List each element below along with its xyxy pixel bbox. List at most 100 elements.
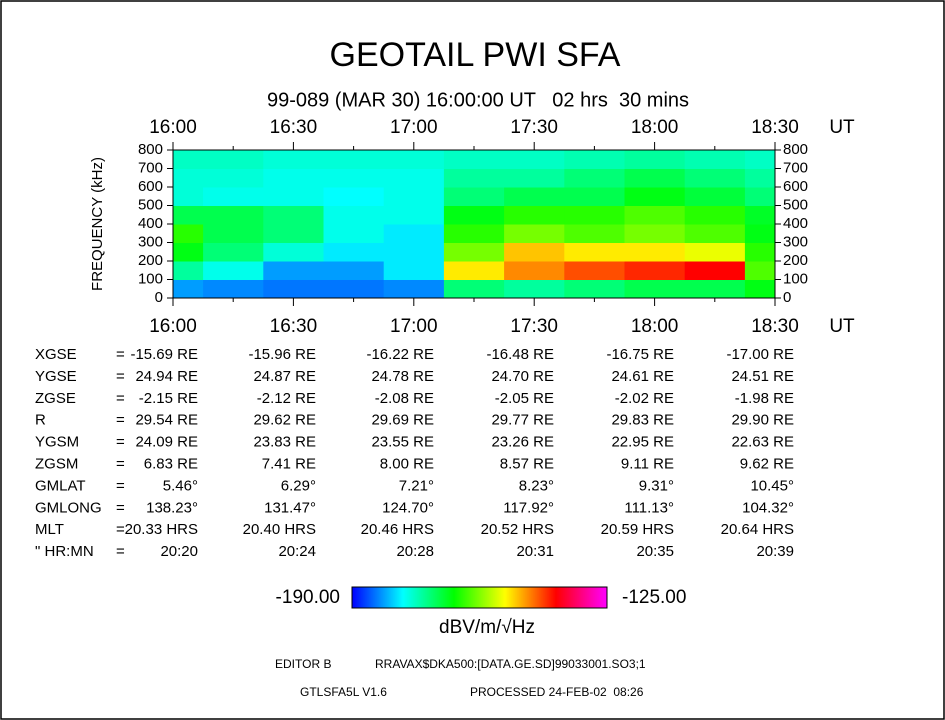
table-cell: 20:35 — [636, 543, 674, 560]
heatmap-cell — [744, 261, 776, 280]
heatmap-cell — [203, 261, 264, 280]
table-cell: 9.31° — [639, 477, 674, 494]
row-sep: = — [116, 368, 125, 385]
heatmap-cell — [443, 279, 505, 299]
y-tick-label: 700 — [138, 159, 163, 176]
table-cell: 20:20 — [160, 543, 198, 560]
heatmap-cell — [383, 205, 445, 225]
heatmap-cell — [684, 187, 746, 206]
heatmap-cell — [383, 279, 445, 299]
table-cell: 29.90 RE — [731, 412, 794, 429]
heatmap-cell — [263, 168, 324, 188]
heatmap-cell — [504, 187, 565, 206]
y-tick-label: 100 — [783, 270, 808, 287]
row-label: XGSE — [35, 346, 77, 363]
table-cell: 9.11 RE — [621, 455, 674, 472]
heatmap-cell — [383, 242, 445, 262]
heatmap-cell — [504, 261, 565, 280]
heatmap-cell — [203, 150, 264, 169]
table-cell: -2.05 RE — [495, 390, 554, 407]
heatmap-cell — [504, 242, 565, 262]
x-tick-label: 16:30 — [270, 117, 318, 138]
table-cell: 8.57 RE — [500, 455, 554, 472]
table-cell: 20.46 HRS — [361, 521, 434, 538]
x-tick-label: 18:00 — [631, 117, 679, 138]
row-sep: = — [116, 543, 125, 560]
table-cell: 23.83 RE — [253, 434, 316, 451]
y-tick-label: 600 — [138, 178, 163, 195]
row-label: ZGSM — [35, 455, 78, 472]
table-cell: -1.98 RE — [735, 390, 794, 407]
heatmap-cell — [263, 187, 324, 206]
table-cell: 111.13° — [624, 499, 674, 516]
heatmap-cell — [443, 168, 505, 188]
row-label: YGSE — [35, 368, 77, 385]
heatmap-cell — [624, 187, 686, 206]
table-cell: 24.61 RE — [611, 368, 674, 385]
y-tick-label: 200 — [138, 252, 163, 269]
heatmap-cell — [173, 261, 204, 280]
y-tick-label: 400 — [138, 215, 163, 232]
heatmap-cell — [203, 205, 264, 225]
heatmap-cell — [263, 242, 324, 262]
heatmap-cell — [564, 224, 625, 243]
heatmap-cell — [383, 261, 445, 280]
heatmap-cell — [684, 261, 746, 280]
colorbar-min: -190.00 — [276, 587, 340, 608]
table-cell: -16.48 RE — [486, 346, 554, 363]
table-cell: 24.70 RE — [491, 368, 554, 385]
heatmap-cell — [564, 205, 625, 225]
table-cell: 24.94 RE — [135, 368, 198, 385]
y-tick-label: 300 — [138, 233, 163, 250]
table-cell: 7.21° — [399, 477, 434, 494]
heatmap-cell — [504, 150, 565, 169]
heatmap-cell — [504, 224, 565, 243]
heatmap-cell — [684, 205, 746, 225]
row-sep: = — [116, 346, 125, 363]
heatmap-cell — [564, 279, 625, 299]
heatmap-cell — [203, 279, 264, 299]
row-label: R — [35, 412, 46, 429]
heatmap-cell — [383, 187, 445, 206]
heatmap-cell — [263, 150, 324, 169]
y-tick-label: 0 — [783, 289, 791, 306]
table-cell: 20.33 HRS — [125, 521, 198, 538]
heatmap-cell — [744, 279, 776, 299]
heatmap-cell — [564, 150, 625, 169]
heatmap-cell — [624, 261, 686, 280]
table-cell: 29.54 RE — [135, 412, 198, 429]
x-tick-label: 18:00 — [631, 316, 679, 337]
heatmap-cell — [173, 150, 204, 169]
heatmap-cell — [564, 261, 625, 280]
table-cell: 20:31 — [516, 543, 554, 560]
heatmap-cell — [624, 168, 686, 188]
footer-version: GTLSFA5L V1.6 — [300, 685, 387, 699]
table-cell: 6.83 RE — [144, 455, 198, 472]
heatmap-cell — [173, 187, 204, 206]
table-cell: 23.55 RE — [371, 434, 434, 451]
table-cell: 8.00 RE — [380, 455, 434, 472]
heatmap-cell — [443, 242, 505, 262]
row-label: GMLONG — [35, 499, 102, 516]
heatmap-cell — [504, 205, 565, 225]
table-cell: -15.96 RE — [248, 346, 316, 363]
table-cell: -2.15 RE — [139, 390, 198, 407]
table-cell: 8.23° — [519, 477, 554, 494]
table-cell: -17.00 RE — [726, 346, 794, 363]
heatmap-cell — [263, 261, 324, 280]
heatmap-cell — [323, 242, 385, 262]
table-cell: 20.59 HRS — [601, 521, 674, 538]
subtitle: 99-089 (MAR 30) 16:00:00 UT 02 hrs 30 mi… — [267, 89, 689, 111]
y-tick-label: 800 — [783, 141, 808, 158]
heatmap-cell — [323, 150, 385, 169]
heatmap-cell — [684, 150, 746, 169]
table-cell: 29.69 RE — [371, 412, 434, 429]
y-tick-label: 500 — [138, 196, 163, 213]
table-cell: 124.70° — [382, 499, 434, 516]
heatmap-cell — [203, 242, 264, 262]
table-cell: 20:39 — [756, 543, 794, 560]
heatmap-cell — [744, 205, 776, 225]
heatmap-cell — [203, 168, 264, 188]
y-tick-label: 400 — [783, 215, 808, 232]
heatmap-cell — [323, 205, 385, 225]
